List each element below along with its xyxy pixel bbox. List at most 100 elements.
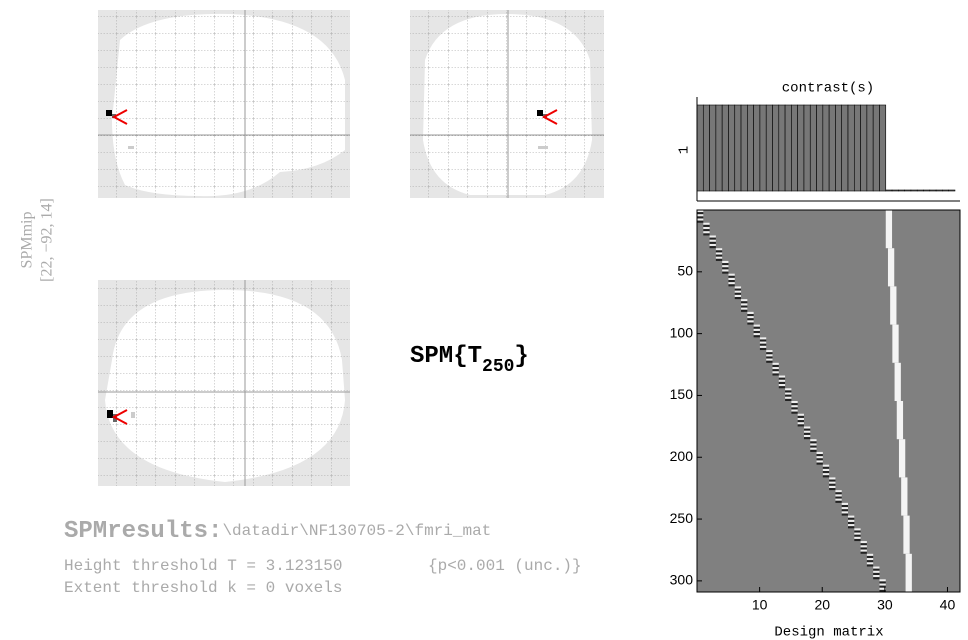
contrast-bar [948, 189, 956, 192]
design-matrix-cell [810, 441, 817, 444]
design-matrix-cell [835, 500, 842, 503]
design-matrix-cell [860, 541, 867, 544]
glass-brain-axial [98, 280, 350, 486]
design-matrix-cell [741, 305, 748, 308]
contrast-bar [841, 104, 849, 192]
design-matrix-cell [709, 235, 716, 238]
design-matrix-constant [885, 210, 893, 249]
design-matrix-cell [772, 362, 779, 365]
design-matrix-cell [848, 526, 855, 529]
design-matrix-cell [722, 269, 729, 272]
y-tick-label: 200 [670, 448, 694, 464]
design-matrix-cell [822, 475, 830, 478]
design-matrix-cell [741, 307, 748, 310]
design-matrix-cell [766, 354, 773, 357]
design-matrix-image [697, 210, 960, 592]
design-matrix-cell [697, 220, 704, 223]
design-matrix-cell [734, 286, 742, 289]
design-matrix-cell [816, 460, 823, 463]
design-matrix-cell [791, 405, 798, 408]
design-matrix-cell [841, 509, 849, 512]
contrast-bar [772, 104, 780, 192]
design-matrix-cell [797, 422, 804, 425]
design-matrix-cell [803, 437, 811, 440]
design-matrix-cell [829, 483, 836, 486]
design-matrix-cell [747, 320, 754, 323]
design-matrix-cell [722, 271, 729, 274]
design-matrix-constant [894, 362, 901, 401]
design-matrix-cell [860, 551, 867, 554]
design-matrix-cell [709, 239, 716, 242]
design-matrix-cell [873, 570, 880, 573]
design-matrix-cell [766, 356, 773, 359]
design-matrix-constant [898, 439, 906, 478]
design-matrix-cell [866, 560, 874, 563]
design-matrix-cell [715, 258, 723, 261]
mip-label: SPMmip [19, 212, 36, 269]
results-path: \datadir\NF130705-2\fmri_mat [222, 522, 491, 540]
x-tick-label: 40 [940, 597, 956, 613]
design-matrix-xlabel: Design matrix [774, 625, 883, 640]
contrast-bar [860, 104, 868, 192]
design-matrix-cell [772, 371, 779, 374]
design-matrix-cell [759, 347, 767, 351]
design-matrix-cell [728, 275, 735, 278]
design-matrix-cell [803, 432, 811, 435]
contrast-axes [696, 97, 960, 202]
design-matrix-cell [822, 468, 830, 472]
contrast-bar [816, 104, 824, 192]
design-matrix-constant [905, 553, 912, 592]
contrast-bar [797, 104, 805, 192]
design-matrix-cell [759, 341, 767, 344]
contrast-bar [803, 104, 811, 192]
design-matrix-cell [759, 343, 767, 346]
contrast-bar [866, 104, 874, 192]
design-matrix-cell [722, 263, 729, 266]
design-matrix-cell [797, 420, 804, 423]
design-matrix-cell [747, 322, 754, 325]
design-matrix-cell [753, 326, 760, 329]
results-heading: SPMresults: [64, 518, 222, 545]
design-matrix-cell [848, 517, 855, 520]
design-matrix-cell [797, 415, 804, 418]
design-matrix-cell [879, 583, 886, 586]
design-matrix-constant [896, 401, 904, 440]
design-matrix-cell [728, 273, 735, 276]
design-matrix-cell [703, 222, 710, 225]
design-matrix-cell [722, 267, 729, 270]
design-matrix-cell [785, 390, 792, 393]
contrast-bar [904, 189, 912, 192]
contrast-bar [778, 104, 786, 192]
design-matrix-cell [778, 375, 786, 378]
design-matrix-cell [734, 297, 742, 300]
contrast-bar [696, 104, 704, 192]
statistic-close: } [514, 343, 528, 370]
y-tick-label: 50 [677, 263, 693, 279]
contrast-title: contrast(s) [782, 81, 874, 97]
design-matrix-constant [903, 515, 910, 554]
design-matrix-cell [741, 299, 748, 302]
design-matrix-cell [728, 280, 735, 283]
design-matrix-cell [829, 485, 836, 489]
design-matrix-cell [715, 256, 723, 259]
contrast-bar [910, 189, 918, 192]
design-matrix-cell [747, 311, 754, 314]
design-matrix-cell [709, 246, 716, 249]
design-matrix-cell [778, 379, 786, 382]
design-matrix-cell [747, 313, 754, 317]
contrast-bar [765, 104, 773, 192]
design-matrix-cell [860, 547, 867, 550]
contrast-bar [747, 104, 754, 192]
contrast-bar [734, 104, 742, 192]
contrast-bar [822, 104, 830, 192]
x-tick-label: 30 [877, 597, 893, 613]
design-matrix-cell [866, 562, 874, 565]
design-matrix-cell [791, 403, 798, 406]
contrast-bar [740, 104, 748, 192]
design-matrix-constant [892, 324, 899, 363]
design-matrix-cell [829, 481, 836, 484]
y-tick-label: 250 [670, 510, 694, 526]
contrast-bar [809, 104, 817, 192]
design-matrix-cell [697, 218, 704, 221]
design-matrix-cell [854, 532, 861, 535]
